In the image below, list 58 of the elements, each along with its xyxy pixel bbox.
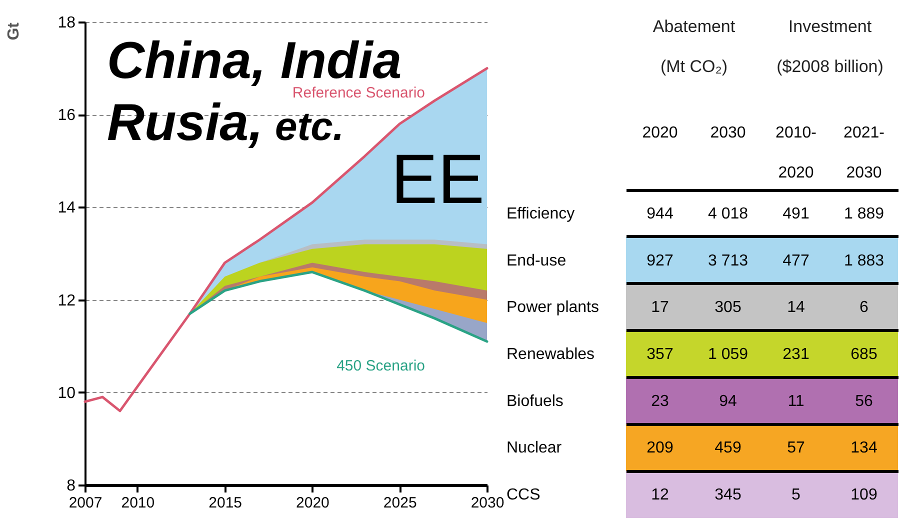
y-tick-label: Power plants xyxy=(506,299,599,316)
text: 450 Scenario xyxy=(336,357,425,374)
text: Investment ($2008 billion) xyxy=(776,17,884,76)
data-label: 4 018 xyxy=(708,205,748,222)
y-tick-label: 12 xyxy=(58,292,76,310)
data-label: 17 xyxy=(651,299,669,316)
y-tick-label: 10 xyxy=(58,384,76,402)
data-label: 357 xyxy=(646,346,674,363)
x-tick-label: 2010 xyxy=(121,494,155,512)
data-label: 12 xyxy=(651,486,669,504)
data-label: 305 xyxy=(714,299,742,316)
category-label: 2021- 2030 xyxy=(844,124,884,182)
y-tick-label: 8 xyxy=(66,478,76,494)
data-label: 3 713 xyxy=(708,252,748,270)
x-tick-label: 2007 xyxy=(68,494,102,512)
data-label: 209 xyxy=(646,440,674,457)
data-label: 134 xyxy=(850,440,878,457)
y-tick-label: Biofuels xyxy=(506,392,564,410)
y-tick-label: 16 xyxy=(58,107,76,124)
annotation: EE xyxy=(391,140,484,218)
data-label: 56 xyxy=(855,392,873,410)
x-tick-label: 2020 xyxy=(642,124,678,142)
y-tick-label: 18 xyxy=(58,14,76,32)
x-tick-label: 2020 xyxy=(296,494,330,512)
x-tick-label: 2030 xyxy=(470,494,504,512)
annotation: Rusia, xyxy=(107,94,264,152)
data-label: 944 xyxy=(646,205,674,222)
data-label: 6 xyxy=(860,299,869,316)
y-axis-title: Gt xyxy=(6,22,23,40)
x-tick-label: 2015 xyxy=(208,494,242,512)
data-label: 57 xyxy=(787,440,805,457)
data-label: 1 883 xyxy=(844,252,884,270)
data-label: 1 889 xyxy=(844,205,884,222)
data-label: 11 xyxy=(788,392,804,410)
y-tick-label: 14 xyxy=(58,200,76,217)
data-label: 491 xyxy=(782,205,810,222)
y-tick-label: Nuclear xyxy=(506,440,562,457)
x-tick-label: 2025 xyxy=(383,494,417,512)
y-tick-label: Efficiency xyxy=(506,205,575,222)
data-label: 14 xyxy=(787,299,805,316)
annotation: etc. xyxy=(275,105,344,149)
data-label: 109 xyxy=(850,486,878,504)
data-label: 1 059 xyxy=(708,346,748,363)
text: Abatement (Mt CO₂) xyxy=(652,17,736,76)
data-label: 5 xyxy=(792,486,801,504)
y-tick-label: Renewables xyxy=(506,346,595,363)
data-label: 685 xyxy=(850,346,878,363)
data-label: 927 xyxy=(646,252,674,270)
x-tick-label: 2030 xyxy=(710,124,746,142)
data-label: 459 xyxy=(714,440,742,457)
data-label: 477 xyxy=(782,252,810,270)
data-label: 231 xyxy=(782,346,810,363)
data-label: 345 xyxy=(714,486,742,504)
data-label: 23 xyxy=(651,392,669,410)
data-label: 94 xyxy=(719,392,737,410)
category-label: 2010- 2020 xyxy=(776,124,816,182)
y-tick-label: End-use xyxy=(506,252,566,270)
y-tick-label: CCS xyxy=(506,486,540,504)
